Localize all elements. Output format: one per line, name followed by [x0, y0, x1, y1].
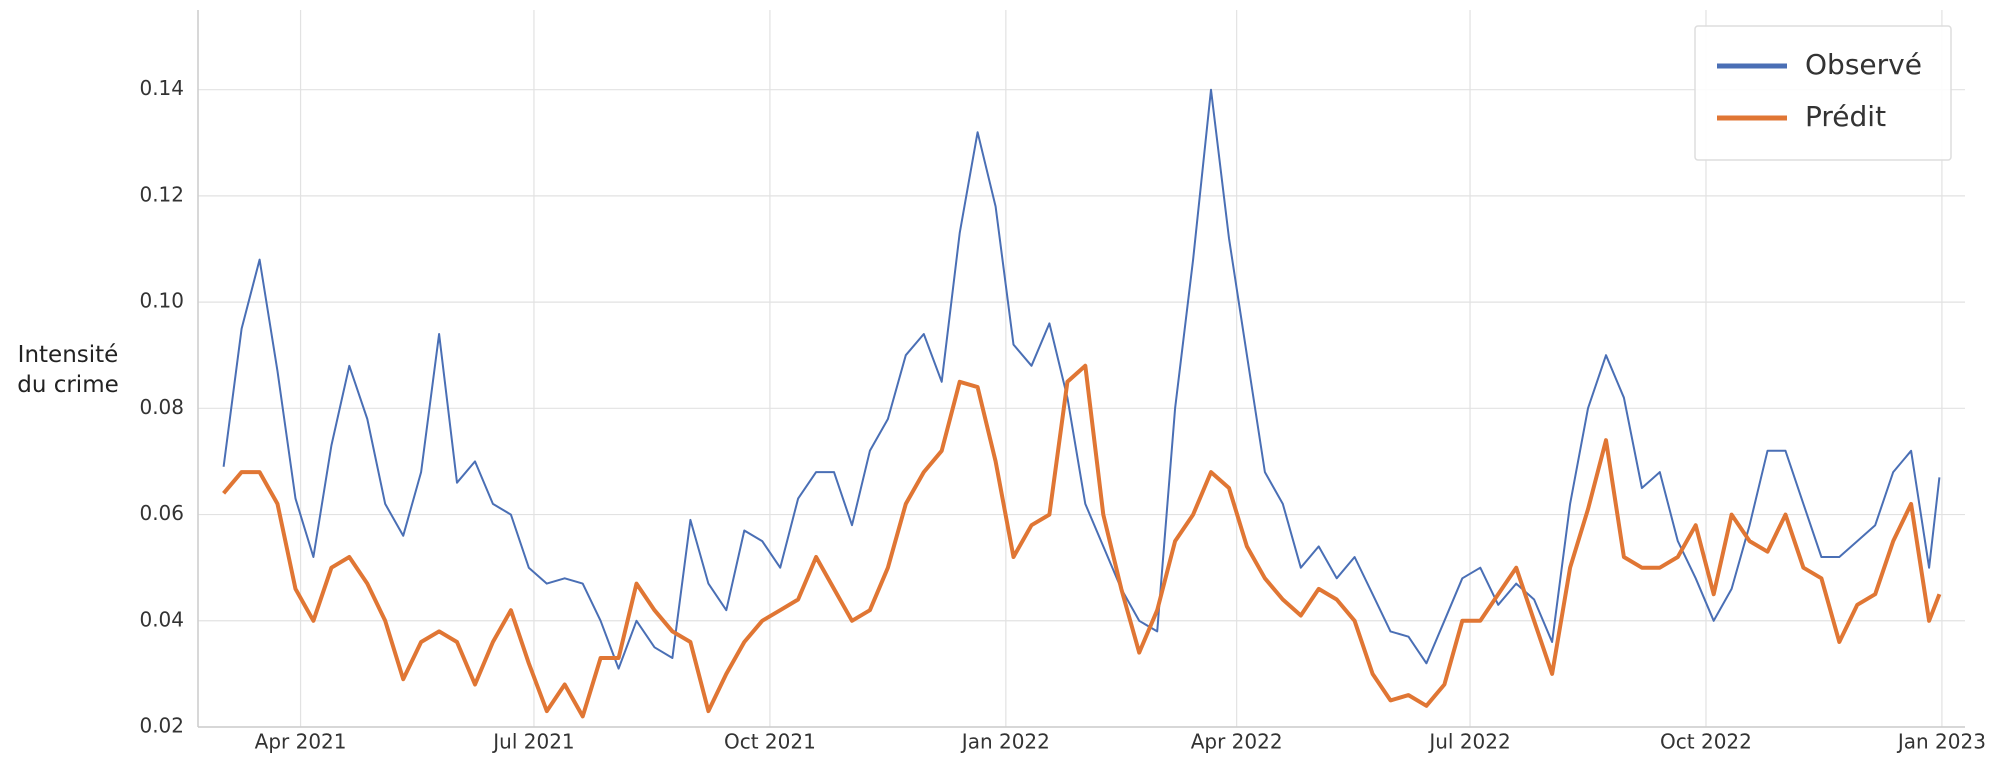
legend-label: Prédit [1805, 100, 1886, 133]
y-tick-label: 0.02 [139, 714, 184, 738]
y-axis-label: Intensité du crime [17, 342, 119, 398]
y-tick-label: 0.08 [139, 395, 184, 419]
x-tick-label: Jan 2022 [960, 730, 1050, 754]
y-tick-label: 0.10 [139, 289, 184, 313]
y-tick-label: 0.04 [139, 607, 184, 631]
x-tick-label: Jan 2023 [1896, 730, 1986, 754]
data-line [222, 363, 1942, 719]
legend-label: Observé [1805, 48, 1922, 81]
data-line [222, 88, 1941, 670]
x-tick-label: Jul 2021 [491, 730, 574, 754]
y-tick-label: 0.12 [139, 182, 184, 206]
x-tick-label: Apr 2022 [1191, 730, 1283, 754]
x-tick-label: Jul 2022 [1427, 730, 1510, 754]
legend-box [1694, 25, 1952, 161]
x-tick-label: Oct 2022 [1660, 730, 1752, 754]
x-tick-label: Oct 2021 [724, 730, 816, 754]
x-tick-label: Apr 2021 [255, 730, 347, 754]
y-tick-label: 0.14 [139, 76, 184, 100]
y-tick-label: 0.06 [139, 501, 184, 525]
